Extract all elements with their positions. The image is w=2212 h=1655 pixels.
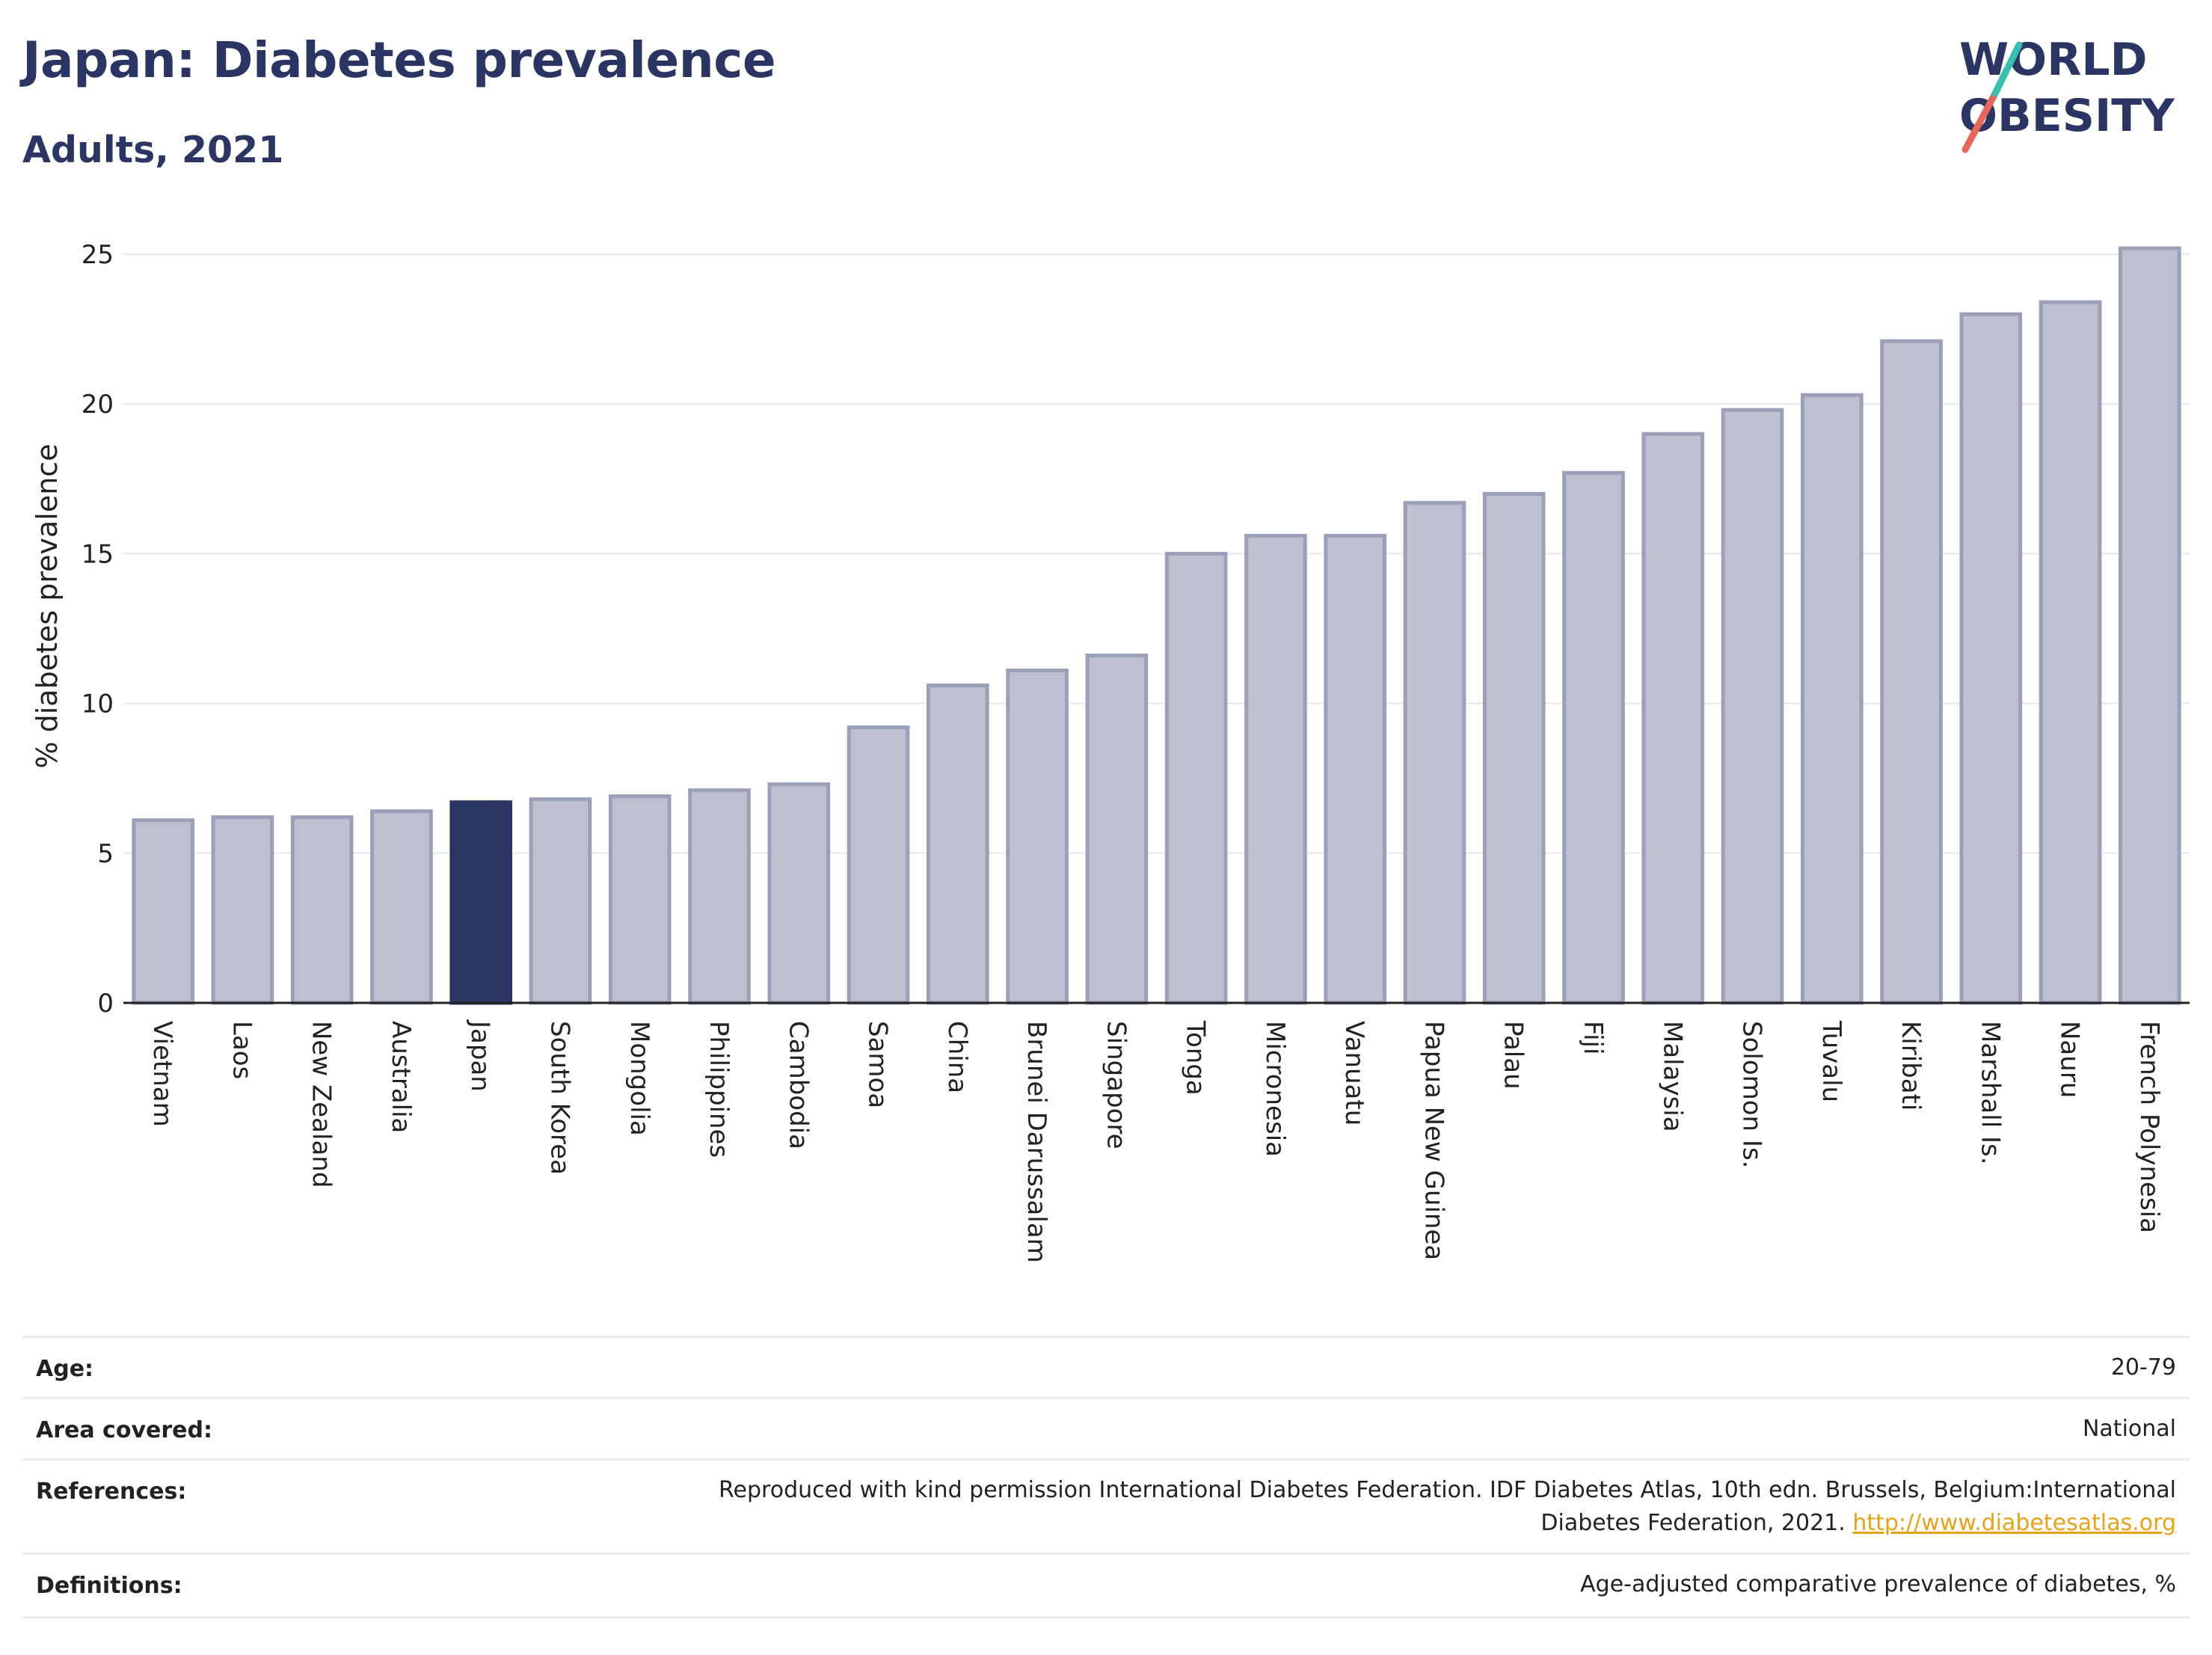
x-tick-label: New Zealand: [307, 1021, 337, 1188]
meta-row-definitions: Definitions: Age-adjusted comparative pr…: [22, 1553, 2190, 1618]
meta-value: Reproduced with kind permission Internat…: [719, 1474, 2176, 1540]
reference-line-1: Reproduced with kind permission Internat…: [719, 1477, 2176, 1503]
x-tick-label: Solomon Is.: [1737, 1021, 1767, 1168]
bar-fiji: [1562, 470, 1625, 1005]
logo-line-1: WORLD: [1959, 34, 2147, 86]
bar-vanuatu: [1324, 533, 1386, 1005]
x-tick-label: Malaysia: [1657, 1021, 1687, 1132]
reference-link[interactable]: http://www.diabetesatlas.org: [1852, 1510, 2176, 1536]
world-obesity-logo: WORLD OBESITY: [1959, 34, 2175, 153]
reference-line-2: Diabetes Federation, 2021. http://www.di…: [1540, 1510, 2176, 1536]
bar-new-zealand: [290, 815, 354, 1005]
y-tick-label: 25: [82, 240, 114, 270]
bar-australia: [370, 809, 433, 1005]
meta-value: Age-adjusted comparative prevalence of d…: [1580, 1571, 2176, 1597]
meta-row-age: Age: 20-79: [22, 1336, 2190, 1399]
y-axis-ticks: 0 5 10 15 20 25: [82, 240, 114, 1019]
grid-lines: [123, 254, 2190, 854]
meta-value: 20-79: [2110, 1354, 2176, 1381]
x-tick-label: Singapore: [1101, 1021, 1131, 1149]
meta-value: National: [2082, 1416, 2176, 1442]
bar-palau: [1482, 491, 1546, 1005]
bar-tuvalu: [1800, 393, 1864, 1005]
bar-chart: 0 5 10 15 20 25 Vietnam Laos New Zealand Austral…: [31, 240, 2190, 1263]
bar-philippines: [688, 788, 751, 1005]
bar-tonga: [1164, 551, 1228, 1005]
bar-samoa: [847, 725, 910, 1005]
chart-title: Japan: Diabetes prevalence: [22, 31, 776, 89]
bar-south-korea: [529, 797, 592, 1005]
y-tick-label: 0: [97, 989, 114, 1019]
bars: [132, 246, 2181, 1005]
bar-nauru: [2039, 300, 2102, 1005]
bar-cambodia: [767, 782, 831, 1005]
bar-laos: [211, 815, 274, 1005]
bar-mongolia: [608, 794, 672, 1005]
bar-singapore: [1085, 654, 1149, 1005]
x-tick-label: Nauru: [2055, 1021, 2085, 1098]
bar-micronesia: [1244, 533, 1307, 1005]
bar-solomon-is: [1721, 408, 1784, 1005]
y-tick-label: 5: [97, 839, 114, 869]
x-tick-label: Philippines: [704, 1021, 734, 1158]
meta-key: Age:: [36, 1356, 94, 1382]
x-tick-label: Vietnam: [147, 1021, 177, 1127]
y-tick-label: 15: [82, 539, 114, 569]
x-tick-label: Micronesia: [1260, 1021, 1290, 1157]
bar-papua-new-guinea: [1403, 500, 1466, 1005]
y-axis-label: % diabetes prevalence: [31, 443, 64, 768]
logo-slash-red: [1961, 90, 1999, 153]
x-tick-label: Mongolia: [624, 1021, 654, 1136]
chart-subtitle: Adults, 2021: [22, 129, 284, 171]
meta-row-area: Area covered: National: [22, 1397, 2190, 1461]
meta-key: Area covered:: [36, 1417, 212, 1443]
bar-kiribati: [1880, 339, 1943, 1005]
x-tick-label: Marshall Is.: [1975, 1021, 2005, 1165]
bar-japan: [449, 800, 513, 1005]
meta-key: References:: [36, 1479, 187, 1505]
bar-brunei-darussalam: [1006, 669, 1069, 1005]
x-tick-label: Samoa: [863, 1021, 893, 1108]
meta-key: Definitions:: [36, 1573, 182, 1599]
x-tick-label: Brunei Darussalam: [1021, 1021, 1051, 1263]
bar-french-polynesia: [2119, 246, 2181, 1005]
x-tick-label: Australia: [386, 1021, 416, 1133]
x-tick-label: Kiribati: [1896, 1021, 1926, 1111]
x-tick-label: Japan: [465, 1019, 495, 1092]
x-tick-label: China: [942, 1021, 972, 1093]
y-tick-label: 10: [82, 690, 114, 719]
x-tick-label: Fiji: [1578, 1021, 1608, 1054]
x-tick-label: Palau: [1499, 1021, 1529, 1090]
bar-china: [927, 684, 989, 1005]
x-tick-label: South Korea: [544, 1021, 574, 1175]
logo-slash-teal: [1991, 41, 2023, 97]
x-tick-label: Tuvalu: [1816, 1020, 1846, 1102]
x-tick-label: Tonga: [1181, 1020, 1211, 1096]
x-tick-label: Laos: [227, 1021, 256, 1079]
bar-vietnam: [132, 818, 194, 1005]
x-tick-label: Vanuatu: [1339, 1021, 1369, 1126]
x-tick-label: Cambodia: [783, 1021, 813, 1149]
x-tick-label: French Polynesia: [2134, 1021, 2164, 1233]
meta-row-references: References: Reproduced with kind permiss…: [22, 1458, 2190, 1555]
bar-marshall-is: [1959, 312, 2023, 1005]
x-axis-ticks: Vietnam Laos New Zealand Australia Japan Sout…: [147, 1019, 2164, 1263]
x-tick-label: Papua New Guinea: [1419, 1021, 1448, 1260]
y-tick-label: 20: [82, 390, 114, 420]
bar-malaysia: [1641, 432, 1705, 1005]
